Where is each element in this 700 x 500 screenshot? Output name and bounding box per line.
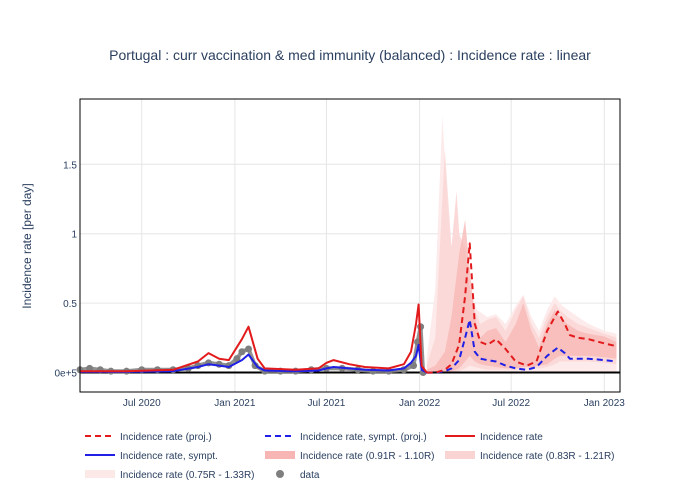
- y-tick-label: 0e+5: [54, 369, 77, 380]
- y-axis-label: Incidence rate [per day]: [20, 183, 34, 308]
- legend-item: Incidence rate (0.83R - 1.21R): [445, 451, 615, 462]
- grid: [80, 99, 620, 392]
- legend-item: Incidence rate (proj.): [85, 432, 212, 443]
- legend-swatch: [265, 451, 295, 459]
- data-point: [233, 355, 241, 363]
- x-tick-label: Jul 2020: [123, 398, 161, 409]
- legend-label: Incidence rate (0.91R - 1.10R): [300, 451, 435, 462]
- x-tick-label: Jul 2022: [492, 398, 530, 409]
- legend-item: data: [276, 470, 320, 481]
- x-tick-label: Jul 2021: [308, 398, 346, 409]
- legend: Incidence rate (proj.) Incidence rate, sy…: [85, 432, 615, 481]
- data-point: [369, 367, 377, 375]
- legend-label: Incidence rate (proj.): [120, 432, 212, 443]
- data-point: [414, 338, 422, 346]
- data-point: [86, 364, 94, 372]
- legend-label: Incidence rate (0.83R - 1.21R): [480, 451, 615, 462]
- legend-label: data: [300, 470, 320, 481]
- y-tick-label: 1.5: [63, 160, 77, 171]
- legend-swatch: [85, 470, 115, 478]
- data-point: [245, 345, 253, 353]
- chart-title: Portugal : curr vaccination & med immuni…: [109, 47, 591, 63]
- data-point: [238, 348, 246, 356]
- legend-item: Incidence rate, sympt.: [85, 451, 218, 462]
- data-point: [410, 362, 418, 370]
- series-line: [80, 343, 428, 374]
- x-tick-label: Jan 2023: [584, 398, 626, 409]
- legend-item: Incidence rate (0.75R - 1.33R): [85, 470, 255, 481]
- legend-swatch: [276, 470, 284, 478]
- legend-label: Incidence rate, sympt.: [120, 451, 218, 462]
- confidence-band: [426, 219, 617, 373]
- series-line: [426, 318, 617, 374]
- series-line: [80, 303, 428, 374]
- legend-item: Incidence rate: [445, 432, 543, 443]
- series-line: [426, 242, 617, 374]
- legend-label: Incidence rate (0.75R - 1.33R): [120, 470, 255, 481]
- y-tick-label: 0.5: [63, 299, 77, 310]
- y-tick-label: 1: [71, 230, 77, 241]
- legend-item: Incidence rate, sympt. (proj.): [265, 432, 427, 443]
- axis-ticks: Jul 2020 Jan 2021 Jul 2021 Jan 2022 Jul 2022…: [54, 160, 625, 409]
- legend-label: Incidence rate: [480, 432, 543, 443]
- legend-item: Incidence rate (0.91R - 1.10R): [265, 451, 435, 462]
- plot-frame: [79, 98, 621, 393]
- x-tick-label: Jan 2021: [214, 398, 256, 409]
- series-lines: [80, 242, 617, 374]
- legend-swatch: [445, 451, 475, 459]
- legend-label: Incidence rate, sympt. (proj.): [300, 432, 427, 443]
- x-tick-label: Jan 2022: [399, 398, 441, 409]
